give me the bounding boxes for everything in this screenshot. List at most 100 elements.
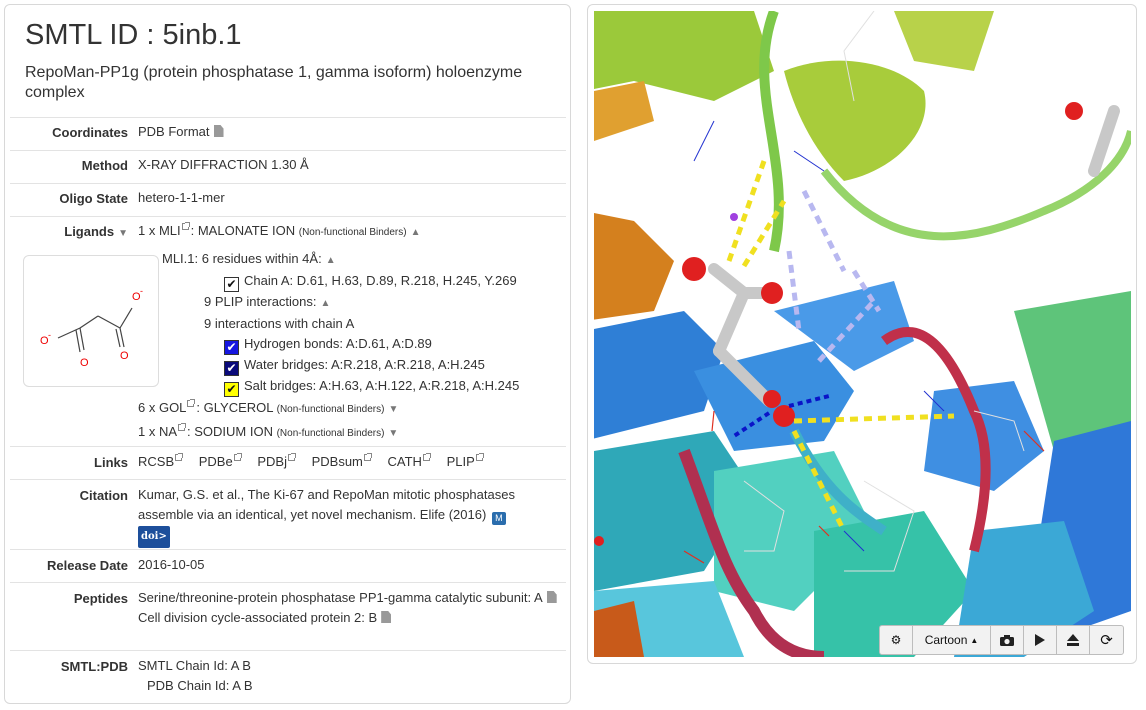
caret-up-icon: ▲: [970, 635, 979, 645]
charge-label: -: [48, 330, 51, 340]
plip-title: 9 PLIP interactions: ▲: [162, 292, 519, 314]
atom-label: O: [120, 350, 129, 362]
representation-label: Cartoon: [924, 633, 968, 647]
ligand-mli: 1 x MLI: MALONATE ION (Non-functional Bi…: [138, 221, 562, 243]
eject-icon: [1067, 634, 1079, 646]
pubmed-icon[interactable]: M: [491, 512, 506, 525]
salt-bridge-checkbox[interactable]: ✔: [224, 382, 239, 397]
chevron-up-icon[interactable]: ▲: [320, 298, 331, 309]
gol-name[interactable]: : GLYCEROL: [196, 400, 273, 415]
link-pdbsum[interactable]: PDBsum: [312, 453, 373, 469]
citation-text: Kumar, G.S. et al., The Ki-67 and RepoMa…: [138, 487, 515, 522]
smtl-pdb-value: SMTL Chain Id: A B PDB Chain Id: A B: [138, 656, 562, 696]
structure-viewer-frame: [587, 4, 1137, 664]
peptide-1: Serine/threonine-protein phosphatase PP1…: [138, 588, 562, 608]
gear-icon: ⚙: [890, 633, 902, 647]
ligands-label[interactable]: Ligands ▼: [64, 224, 128, 239]
screenshot-button[interactable]: [991, 626, 1024, 654]
external-link-icon[interactable]: [187, 399, 196, 407]
refresh-icon: ⟳: [1100, 632, 1113, 649]
citation-value: Kumar, G.S. et al., The Ki-67 and RepoMa…: [138, 485, 562, 548]
salt-bridge-line: ✔ Salt bridges: A:H.63, A:H.122, A:R.218,…: [162, 376, 519, 397]
atom-label: O: [80, 357, 89, 369]
coordinates-row: Coordinates PDB Format: [10, 117, 566, 150]
eject-button[interactable]: [1057, 626, 1090, 654]
pdb-format-link[interactable]: PDB Format: [138, 124, 210, 139]
page-subtitle: RepoMan-PP1g (protein phosphatase 1, gam…: [25, 64, 523, 101]
smtl-pdb-label: SMTL:PDB: [60, 659, 128, 674]
coordinates-label: Coordinates: [52, 125, 128, 140]
link-plip[interactable]: PLIP: [447, 453, 485, 469]
chevron-down-icon[interactable]: ▼: [388, 428, 399, 439]
document-icon[interactable]: [213, 125, 224, 137]
document-icon[interactable]: [546, 591, 557, 603]
doi-button[interactable]: doi>: [138, 526, 170, 548]
molecule-rendering: [594, 11, 1131, 657]
gol-tag: (Non-functional Binders): [276, 404, 385, 415]
chain-a-residues: ✔ Chain A: D.61, H.63, D.89, R.218, H.245…: [162, 271, 519, 292]
oligo-value: hetero-1-1-mer: [138, 190, 225, 205]
peptides-row: Peptides Serine/threonine-protein phosph…: [10, 582, 566, 650]
links-row: Links RCSB PDBe PDBj PDBsum CATH PLIP: [10, 446, 566, 479]
viewer-toolbar: ⚙ Cartoon ▲ ⟳: [879, 625, 1124, 655]
document-icon[interactable]: [381, 611, 392, 623]
chain-a-checkbox[interactable]: ✔: [224, 277, 239, 292]
smtl-chain-id: SMTL Chain Id: A B: [138, 658, 251, 673]
camera-icon: [1000, 635, 1014, 646]
chevron-down-icon[interactable]: ▼: [388, 404, 399, 415]
peptides-value: Serine/threonine-protein phosphatase PP1…: [138, 588, 562, 628]
settings-button[interactable]: ⚙: [880, 626, 913, 654]
peptide-2: Cell division cycle-associated protein 2…: [138, 608, 562, 628]
residues-title: MLI.1: 6 residues within 4Å: ▲: [162, 249, 519, 271]
page-title: SMTL ID : 5inb.1: [25, 19, 242, 51]
structure-viewer-canvas[interactable]: [594, 11, 1131, 657]
charge-label: -: [140, 286, 143, 296]
play-icon: [1035, 634, 1045, 646]
na-name[interactable]: : SODIUM ION: [187, 424, 273, 439]
entry-info-panel: SMTL ID : 5inb.1 RepoMan-PP1g (protein p…: [4, 4, 571, 704]
release-label: Release Date: [47, 558, 128, 573]
chevron-up-icon[interactable]: ▲: [325, 255, 336, 266]
peptides-label: Peptides: [73, 591, 128, 606]
ligand-gol: 6 x GOL: GLYCEROL (Non-functional Binder…: [138, 398, 566, 420]
ligands-row: Ligands ▼ 1 x MLI: MALONATE ION (Non-func…: [10, 216, 566, 446]
link-pdbj[interactable]: PDBj: [257, 453, 297, 469]
links-list: RCSB PDBe PDBj PDBsum CATH PLIP: [138, 452, 562, 472]
smtl-pdb-row: SMTL:PDB SMTL Chain Id: A B PDB Chain Id…: [10, 650, 566, 700]
method-value: X-RAY DIFFRACTION 1.30 Å: [138, 157, 309, 172]
mli-tag: (Non-functional Binders): [298, 227, 407, 238]
ligand-structure-image: O - O O - O: [23, 255, 159, 387]
interactions-chain: 9 interactions with chain A: [204, 316, 355, 331]
chevron-up-icon[interactable]: ▲: [410, 227, 421, 238]
method-label: Method: [81, 158, 128, 173]
atom-label: O: [40, 335, 49, 347]
link-cath[interactable]: CATH: [388, 453, 432, 469]
external-link-icon[interactable]: [178, 423, 187, 431]
representation-dropdown[interactable]: Cartoon ▲: [913, 626, 991, 654]
reset-view-button[interactable]: ⟳: [1090, 626, 1123, 654]
ligand-details: MLI.1: 6 residues within 4Å: ▲ ✔ Chain A: …: [162, 249, 519, 397]
link-pdbe[interactable]: PDBe: [199, 453, 243, 469]
link-rcsb[interactable]: RCSB: [138, 453, 184, 469]
malonate-structure-svg: O - O O - O: [40, 286, 143, 369]
oligo-row: Oligo State hetero-1-1-mer: [10, 183, 566, 216]
coordinates-value: PDB Format: [138, 122, 562, 142]
mli-name[interactable]: : MALONATE ION: [190, 223, 296, 238]
external-link-icon[interactable]: [181, 222, 190, 230]
ligand-na: 1 x NA: SODIUM ION (Non-functional Binde…: [138, 422, 566, 444]
release-value: 2016-10-05: [138, 557, 205, 572]
hbond-checkbox[interactable]: ✔: [224, 340, 239, 355]
play-button[interactable]: [1024, 626, 1057, 654]
pdb-chain-id: PDB Chain Id: A B: [147, 678, 253, 693]
oligo-label: Oligo State: [59, 191, 128, 206]
water-bridge-line: ✔ Water bridges: A:R.218, A:R.218, A:H.24…: [162, 355, 519, 376]
chevron-down-icon[interactable]: ▼: [118, 228, 128, 239]
links-label: Links: [94, 455, 128, 470]
citation-label: Citation: [79, 488, 128, 503]
citation-row: Citation Kumar, G.S. et al., The Ki-67 a…: [10, 479, 566, 549]
hbond-line: ✔ Hydrogen bonds: A:D.61, A:D.89: [162, 334, 519, 355]
water-bridge-checkbox[interactable]: ✔: [224, 361, 239, 376]
na-tag: (Non-functional Binders): [276, 428, 385, 439]
method-row: Method X-RAY DIFFRACTION 1.30 Å: [10, 150, 566, 183]
release-row: Release Date 2016-10-05: [10, 549, 566, 582]
